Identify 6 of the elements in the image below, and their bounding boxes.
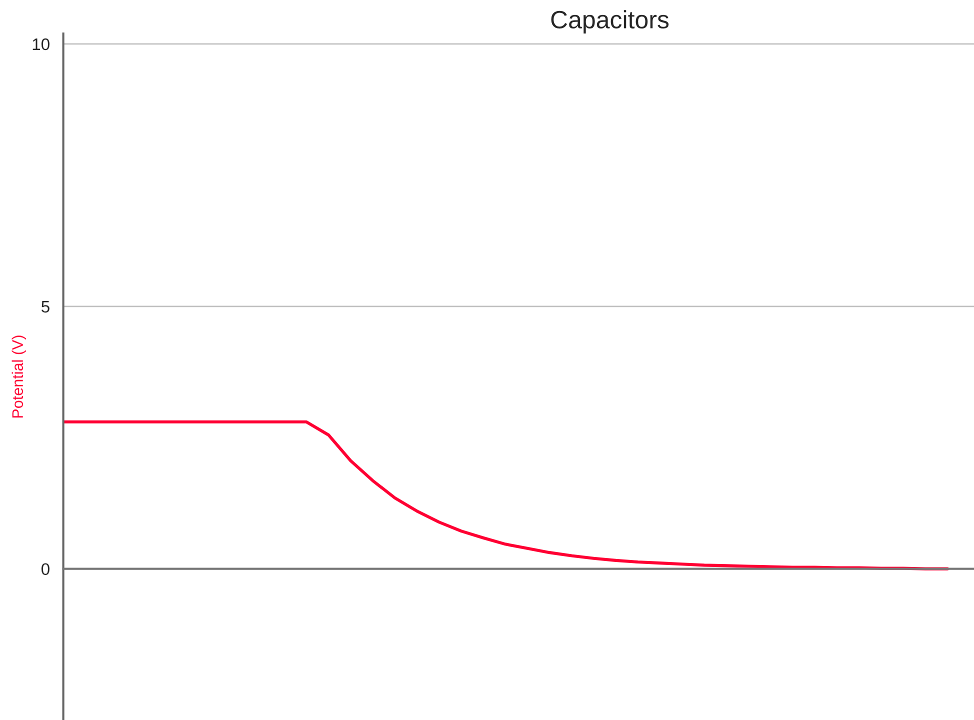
y-tick-label: 10 [32,38,50,50]
y-tick-label: 5 [42,300,50,313]
y-axis-title: Potential (V) [12,336,26,418]
chart-title: Capacitors [551,10,669,34]
y-tick-label: 0 [42,563,50,576]
line-series [63,420,950,570]
